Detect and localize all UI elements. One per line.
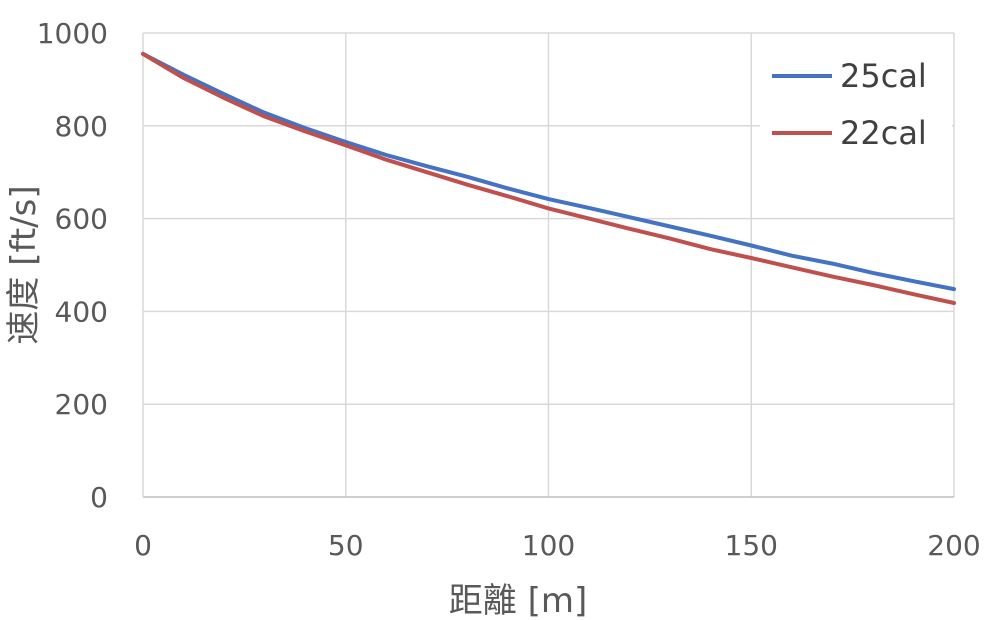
gridlines [143, 32, 955, 497]
x-tick-label: 50 [328, 529, 364, 562]
tick-labels: 0 200 400 600 800 1000 0 50 100 150 200 [37, 17, 981, 562]
y-tick-label: 800 [55, 110, 108, 143]
series-lines [141, 51, 956, 305]
x-tick-label: 0 [134, 529, 152, 562]
y-tick-label: 1000 [37, 17, 108, 50]
legend: 25cal 22cal [760, 42, 952, 162]
x-axis-label: 距離 [m] [449, 581, 587, 620]
legend-label-22cal: 22cal [840, 114, 927, 152]
legend-label-25cal: 25cal [840, 57, 927, 95]
y-tick-label: 400 [55, 295, 108, 328]
y-tick-label: 600 [55, 203, 108, 236]
y-axis-label: 速度 [ft/s] [4, 185, 44, 344]
x-tick-label: 150 [725, 529, 778, 562]
axes [142, 33, 954, 498]
series-line-22cal [141, 51, 956, 305]
y-tick-label: 200 [55, 388, 108, 421]
x-tick-label: 200 [927, 529, 980, 562]
legend-background [760, 42, 952, 162]
y-tick-label: 0 [90, 481, 108, 514]
series-line-25cal [141, 51, 956, 292]
x-tick-label: 100 [522, 529, 575, 562]
